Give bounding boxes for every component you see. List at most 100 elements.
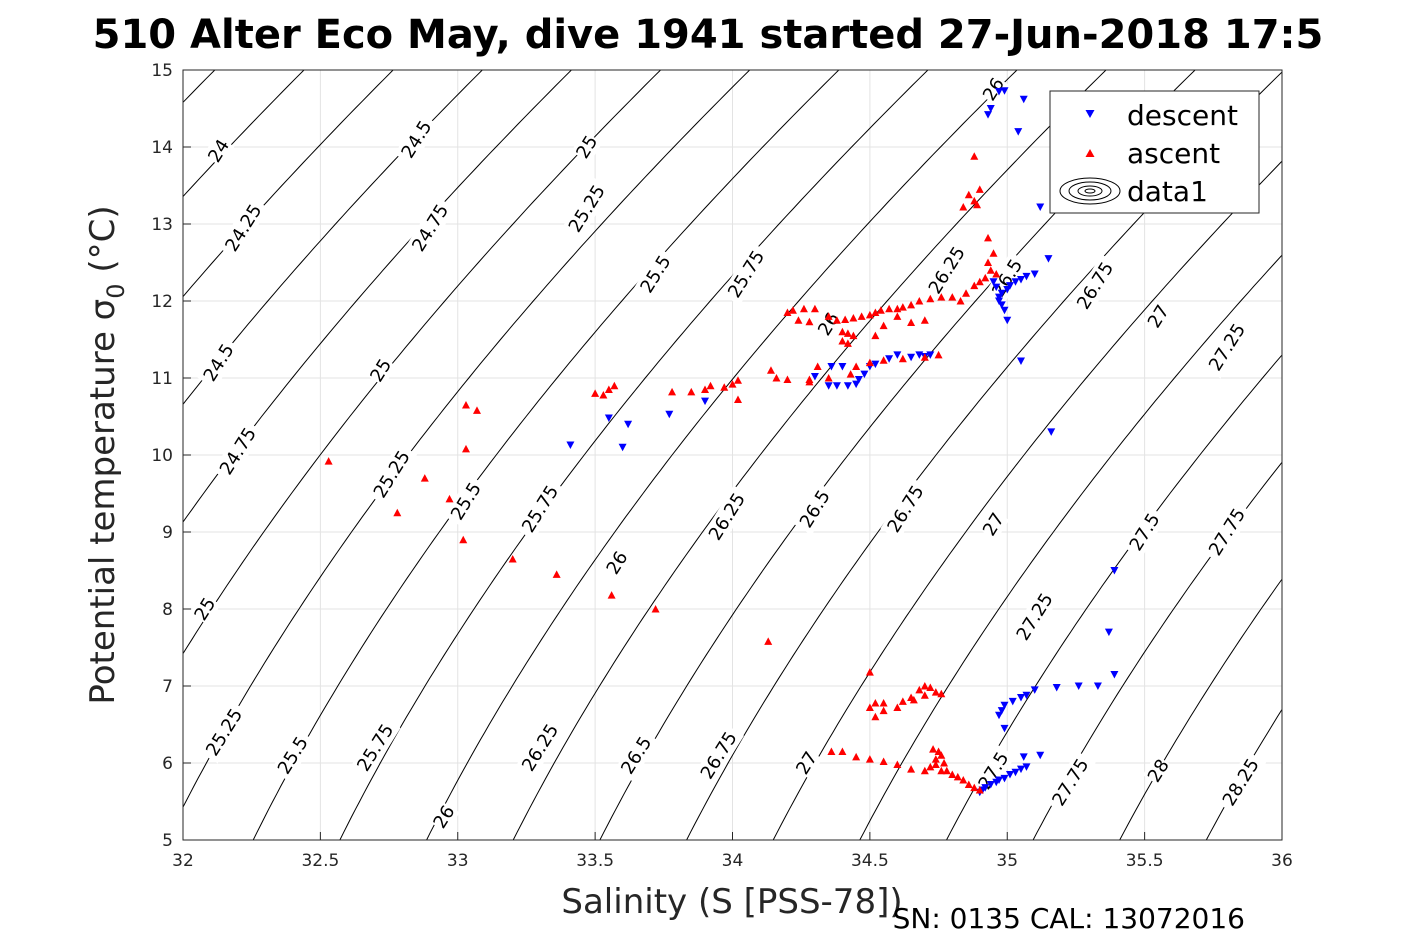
ascent-point (959, 203, 968, 211)
ascent-point (668, 387, 677, 396)
descent-point (997, 289, 1006, 298)
y-tick-label: 11 (151, 369, 173, 389)
contour-label-bg (571, 130, 603, 164)
ascent-point (838, 327, 847, 336)
legend-data1-marker (1059, 177, 1121, 205)
descent-point (810, 372, 819, 381)
y-tick-label: 10 (151, 446, 173, 466)
ascent-point (838, 747, 847, 755)
isopycnal-line (426, 70, 1018, 840)
ascent-point (934, 350, 943, 359)
ascent-point (610, 381, 619, 390)
ascent-point (824, 374, 833, 382)
descent-point (1022, 691, 1031, 700)
y-axis-label-unit: (°C) (83, 205, 123, 283)
ascent-point (865, 703, 874, 712)
contour-label-bg (792, 482, 837, 536)
contour-label-bg (1215, 750, 1267, 814)
isopycnal-line (252, 70, 840, 840)
legend-ascent-label: ascent (1127, 137, 1220, 170)
ascent-point (857, 312, 866, 320)
x-tick-label: 36 (1271, 851, 1293, 871)
ascent-point (832, 316, 841, 324)
descent-point (832, 382, 841, 390)
density-contours (183, 70, 1282, 840)
descent-point (1003, 316, 1012, 325)
descent-point (701, 397, 710, 406)
ascent-point (701, 385, 710, 394)
ascent-point (871, 698, 880, 707)
descent-point (885, 355, 894, 363)
ascent-point (783, 375, 792, 384)
ascent-point (981, 273, 990, 282)
descent-point (1074, 682, 1083, 690)
legend: descent ascent data1 (1049, 90, 1260, 214)
descent-point (915, 351, 924, 359)
descent-point (618, 443, 627, 452)
descent-point (827, 362, 836, 371)
ascent-point (599, 390, 608, 399)
x-tick-label: 35 (996, 851, 1018, 871)
descent-point (1052, 684, 1061, 692)
ascent-point (849, 313, 858, 322)
x-tick-label: 32.5 (301, 851, 339, 871)
x-axis-label: Salinity (S [PSS-78]) (561, 882, 902, 922)
ascent-point (898, 303, 907, 311)
ascent-point (931, 760, 940, 769)
contour-label-bg (514, 477, 566, 541)
contour-label-bg (1201, 315, 1253, 379)
x-tick-label: 33.5 (576, 851, 614, 871)
ascent-point (986, 266, 995, 274)
descent-point (1000, 87, 1009, 95)
y-axis-label-main: Potential temperature σ (83, 299, 123, 705)
descent-point (907, 353, 916, 362)
isopycnal-line (183, 70, 484, 406)
ascent-point (953, 772, 962, 781)
descent-point (1011, 278, 1020, 286)
ascent-point (838, 337, 847, 345)
contour-label-bg (921, 238, 973, 302)
descent-point (1030, 270, 1039, 279)
descent-point (1022, 272, 1031, 281)
y-tick-label: 8 (162, 600, 173, 620)
descent-point (1008, 697, 1017, 706)
descent-point (1016, 275, 1025, 284)
descent-point (1014, 128, 1023, 136)
descent-point (624, 420, 633, 429)
ascent-point (984, 233, 993, 242)
ascent-point (926, 294, 935, 303)
x-tick-label: 32 (172, 851, 194, 871)
contour-label-bg (365, 354, 397, 387)
descent-point (1047, 428, 1056, 436)
descent-point (1005, 282, 1014, 290)
contour-label-bg (1201, 500, 1253, 564)
ascent-point (879, 706, 888, 715)
contour-label-bg (812, 308, 845, 341)
ascent-point (929, 745, 938, 753)
ascent-point (915, 297, 924, 305)
ascent-point (920, 682, 929, 690)
ascent-point (959, 775, 968, 784)
ascent-point (879, 698, 888, 707)
ascent-point (843, 339, 852, 347)
ascent-point (973, 200, 982, 209)
contour-label-bg (790, 746, 823, 780)
descent-point (1005, 771, 1014, 779)
ascent-point (926, 683, 935, 692)
descent-point (843, 382, 852, 390)
ascent-point (915, 685, 924, 694)
ascent-point (975, 785, 984, 794)
legend-descent-marker (1085, 110, 1095, 118)
ascent-point (937, 766, 946, 775)
ascent-point (937, 751, 946, 759)
ascent-point (920, 353, 929, 361)
x-tick-label: 34 (722, 851, 744, 871)
ascent-point (975, 185, 984, 193)
ascent-point (794, 316, 803, 324)
contour-label-bg (212, 419, 264, 483)
descent-point (1104, 628, 1113, 637)
contour-label-bg (270, 729, 315, 782)
ascent-point (893, 304, 902, 313)
y-tick-label: 15 (151, 61, 173, 81)
descent-series (566, 87, 1119, 797)
